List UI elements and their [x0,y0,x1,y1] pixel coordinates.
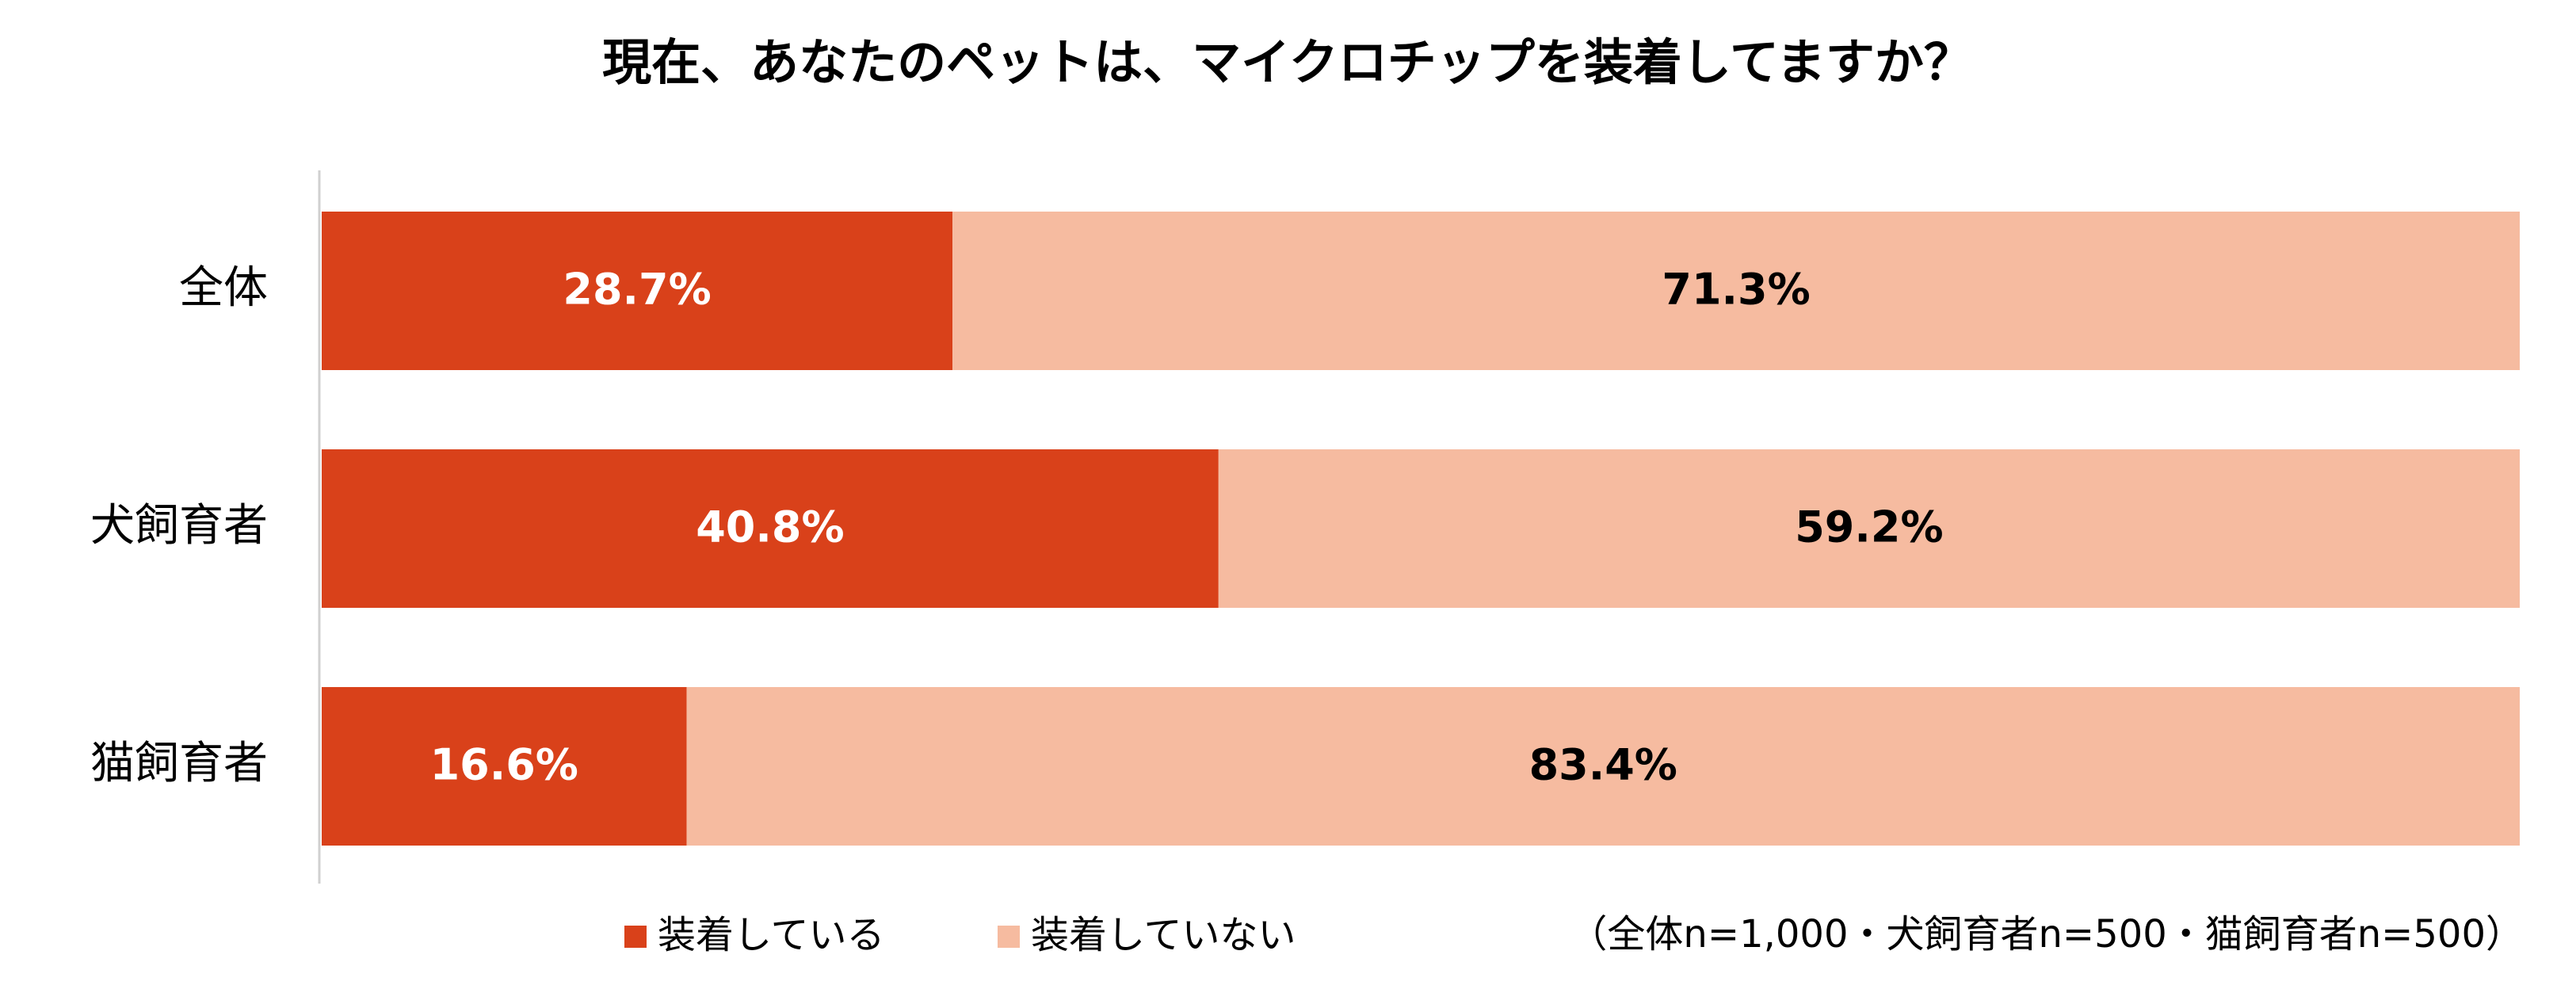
bar-segment [686,687,2521,846]
sample-note: （全体n=1,000・犬飼育者n=500・猫飼育者n=500） [1569,912,2524,957]
data-label: 28.7% [563,265,711,315]
legend-label: 装着している [658,913,885,957]
bar-segment [322,449,1219,608]
y-tick-label: 猫飼育者 [90,738,268,789]
data-label: 40.8% [696,502,844,552]
y-tick-label: 犬飼育者 [90,500,268,552]
data-label: 71.3% [1662,265,1810,315]
chart-title: 現在、あなたのペットは、マイクロチップを装着してますか？ [602,33,1973,91]
data-label: 83.4% [1529,740,1677,790]
legend-label: 装着していない [1031,913,1296,957]
bar-segment [322,212,953,370]
bar-segment [952,212,2520,370]
data-label: 59.2% [1795,502,1943,552]
y-tick-label: 全体 [179,262,268,314]
bar-segment [1218,449,2520,608]
legend-swatch [624,926,647,948]
legend-swatch [998,926,1020,948]
bar-segment [322,687,687,846]
data-label: 16.6% [430,740,578,790]
